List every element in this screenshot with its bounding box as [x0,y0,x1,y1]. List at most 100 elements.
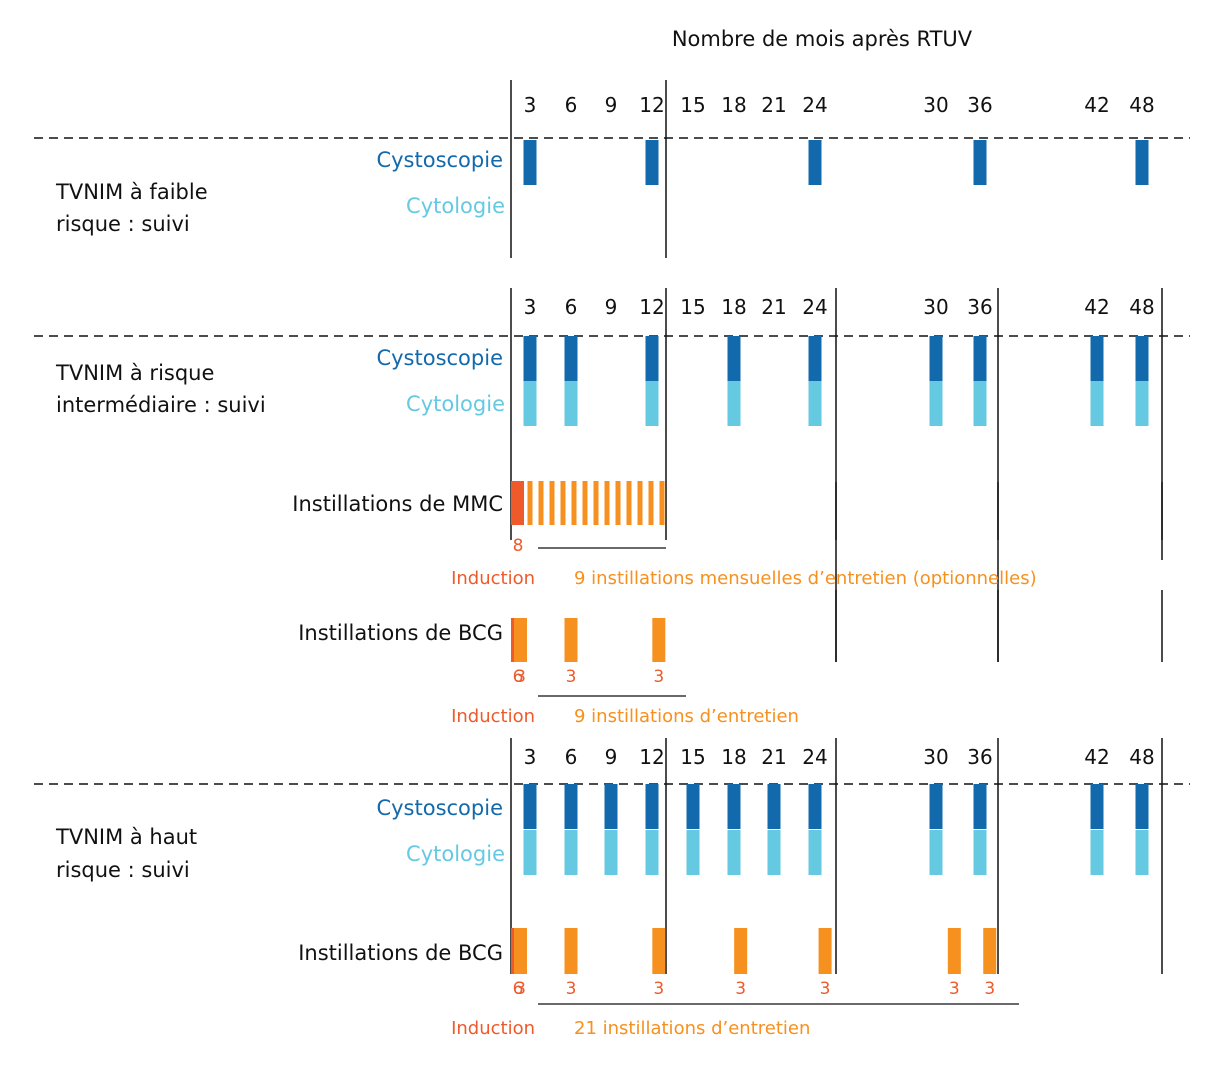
cystoscopie-bar [727,784,741,829]
monthly-instillation-stripe [615,481,621,525]
month-tick-label: 6 [565,93,578,117]
cystoscopie-bar [929,336,943,381]
group-title: risque : suivi [56,858,190,882]
maintenance-count: 3 [735,979,746,999]
treatment-label: Instillations de BCG [298,941,503,965]
month-tick-label: 15 [680,93,705,117]
cytologie-bar [523,830,537,875]
maintenance-caption: 9 instillations mensuelles d’entretien (… [574,568,1037,589]
cystoscopie-bar [727,336,741,381]
maintenance-bar [652,928,666,974]
monthly-instillation-stripe [538,481,544,525]
induction-count: 6 [513,667,524,687]
cytologie-bar [523,381,537,426]
cystoscopie-bar [808,140,822,185]
maintenance-bar [983,928,997,974]
induction-caption: Induction [451,1018,535,1039]
cytologie-label: Cytologie [406,194,505,218]
induction-count: 8 [513,536,524,556]
maintenance-count: 3 [820,979,831,999]
cystoscopie-bar [564,336,578,381]
cytologie-label: Cytologie [406,392,505,416]
maintenance-bar [818,928,832,974]
month-tick-label: 9 [605,295,618,319]
cystoscopie-bar [523,784,537,829]
maintenance-count: 3 [653,667,664,687]
cytologie-label: Cytologie [406,842,505,866]
month-tick-label: 12 [639,745,664,769]
group-title: intermédiaire : suivi [56,393,266,417]
maintenance-count: 3 [653,979,664,999]
cystoscopie-label: Cystoscopie [376,148,503,172]
monthly-instillation-stripe [527,481,533,525]
cytologie-bar [1090,830,1104,875]
cytologie-bar [564,381,578,426]
month-tick-label: 12 [639,93,664,117]
cystoscopie-bar [929,784,943,829]
maintenance-count: 3 [984,979,995,999]
cystoscopie-bar [1135,784,1149,829]
cytologie-bar [808,830,822,875]
month-tick-label: 18 [721,93,746,117]
month-tick-label: 24 [802,295,827,319]
month-tick-label: 24 [802,745,827,769]
month-tick-label: 30 [923,745,948,769]
induction-caption: Induction [451,568,535,589]
monthly-instillation-stripe [604,481,610,525]
month-tick-label: 3 [524,295,537,319]
maintenance-bar [947,928,961,974]
month-tick-label: 42 [1084,745,1109,769]
cystoscopie-bar [645,336,659,381]
group-title: risque : suivi [56,212,190,236]
monthly-instillation-stripe [560,481,566,525]
month-tick-label: 9 [605,93,618,117]
cytologie-bar [645,830,659,875]
cytologie-bar [929,381,943,426]
cystoscopie-bar [973,336,987,381]
cystoscopie-bar [1135,140,1149,185]
cystoscopie-bar [604,784,618,829]
month-tick-label: 21 [761,745,786,769]
month-tick-label: 15 [680,295,705,319]
cystoscopie-bar [767,784,781,829]
month-tick-label: 21 [761,295,786,319]
diagram-title: Nombre de mois après RTUV [672,27,973,51]
maintenance-bar [564,618,578,662]
treatment-label: Instillations de BCG [298,621,503,645]
cytologie-bar [1135,381,1149,426]
cystoscopie-bar [1090,336,1104,381]
month-tick-label: 36 [967,295,992,319]
cystoscopie-bar [523,140,537,185]
cytologie-bar [767,830,781,875]
maintenance-bar [514,618,527,662]
maintenance-caption: 21 instillations d’entretien [574,1018,810,1039]
month-tick-label: 12 [639,295,664,319]
cytologie-bar [1135,830,1149,875]
maintenance-count: 3 [515,667,526,687]
cytologie-bar [808,381,822,426]
month-tick-label: 48 [1129,745,1154,769]
group-title: TVNIM à risque [55,361,214,385]
month-tick-label: 48 [1129,295,1154,319]
month-tick-label: 18 [721,295,746,319]
monthly-instillation-stripe [626,481,632,525]
month-tick-label: 6 [565,295,578,319]
cystoscopie-bar [808,336,822,381]
maintenance-bar [734,928,748,974]
induction-bar [511,481,524,525]
month-tick-label: 42 [1084,295,1109,319]
maintenance-count: 3 [949,979,960,999]
cystoscopie-label: Cystoscopie [376,346,503,370]
cytologie-bar [727,381,741,426]
month-tick-label: 6 [565,745,578,769]
maintenance-bar [652,618,666,662]
monthly-instillation-stripe [637,481,643,525]
month-tick-label: 24 [802,93,827,117]
month-tick-label: 9 [605,745,618,769]
maintenance-count: 3 [515,979,526,999]
monthly-instillation-stripe [593,481,599,525]
maintenance-caption: 9 instillations d’entretien [574,706,799,727]
